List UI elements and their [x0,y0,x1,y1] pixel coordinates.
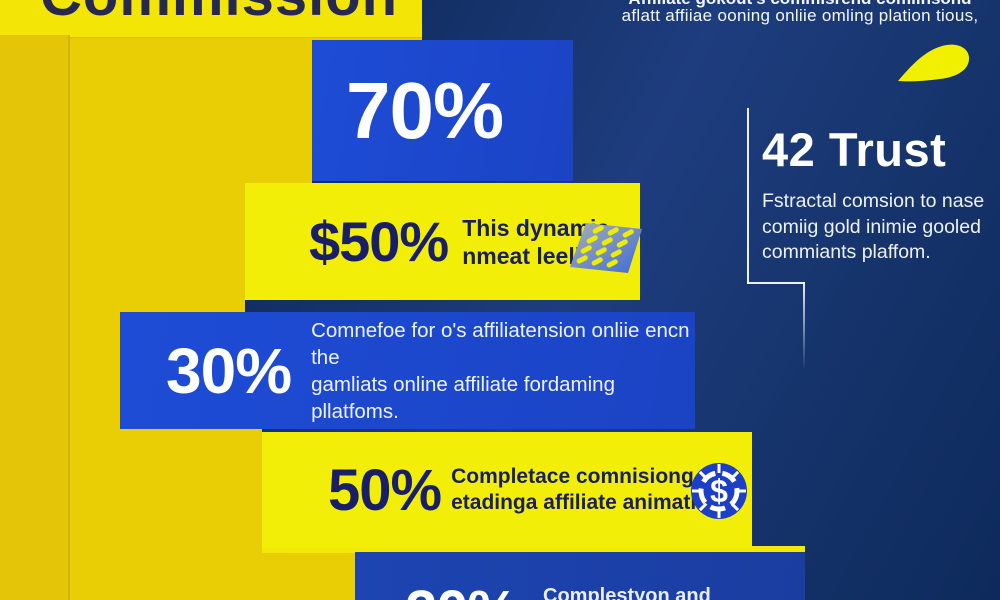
dollar-chip-icon: $ [691,463,747,519]
page-title: Commission [40,0,398,29]
stat-value: 70% [346,65,504,155]
stat-caption: Comnefoe for o's affiliatension onliie e… [311,317,695,425]
stat-value: $50% [309,210,449,273]
left-divider-line [68,35,70,600]
comma-icon [898,44,970,82]
trust-line: commiants plaffom. [762,241,931,263]
caption-line: Completace comnisiong [451,465,694,488]
stat-value: 30% [166,334,292,407]
caption-line: gamliats online affiliate fordaming plla… [311,372,615,423]
caption-line: etadinga affiliate animations [451,491,734,514]
trust-block: 42 Trust Fstractal comsion to nase comii… [762,122,992,266]
left-margin-strip [0,35,68,600]
bottom-accent-strip [262,545,805,553]
intro-paragraph: Affiliate gokout's commisrend comiinsond… [600,0,1000,24]
trust-bracket-line-top [747,108,749,284]
intro-line-2: aflatt affiiae ooning onliie omling plat… [621,5,979,25]
stat-value: 50% [328,457,442,523]
caption-line: Comnefoe for o's affiliatension onliie e… [311,318,690,369]
stat-caption: Completace comnisiong etadinga affiliate… [451,464,733,516]
stat-bar-50: 50% Completace comnisiong etadinga affil… [262,432,752,548]
caption-line: Complestyon and topwisenccil [543,585,711,600]
hatch-pattern-icon [570,223,642,273]
stat-caption: Complestyon and topwisenccil [543,585,805,600]
trust-line: comiig gold inimie gooled [762,215,981,238]
title-band [0,0,422,38]
trust-bracket-line-bottom [803,282,805,370]
stat-bar-50-dollar: $50% This dynamic nmeat leell [245,183,642,300]
stat-bar-70: 70% [312,40,573,181]
stat-bar-20: 20% Complestyon and topwisenccil [355,552,805,600]
trust-heading: 42 Trust [762,123,947,176]
trust-body: Fstractal comsion to nase comiig gold in… [762,189,992,266]
trust-line: Fstractal comsion to nase [762,190,985,212]
caption-line: nmeat leell [462,242,582,269]
intro-line-1: Affiliate gokout's commisrend comiinsond [600,0,1000,8]
trust-bracket-line-step [747,282,805,284]
stat-bar-30: 30% Comnefoe for o's affiliatension onli… [120,312,695,429]
dollar-glyph: $ [710,473,728,509]
stat-value: 20% [405,578,519,600]
